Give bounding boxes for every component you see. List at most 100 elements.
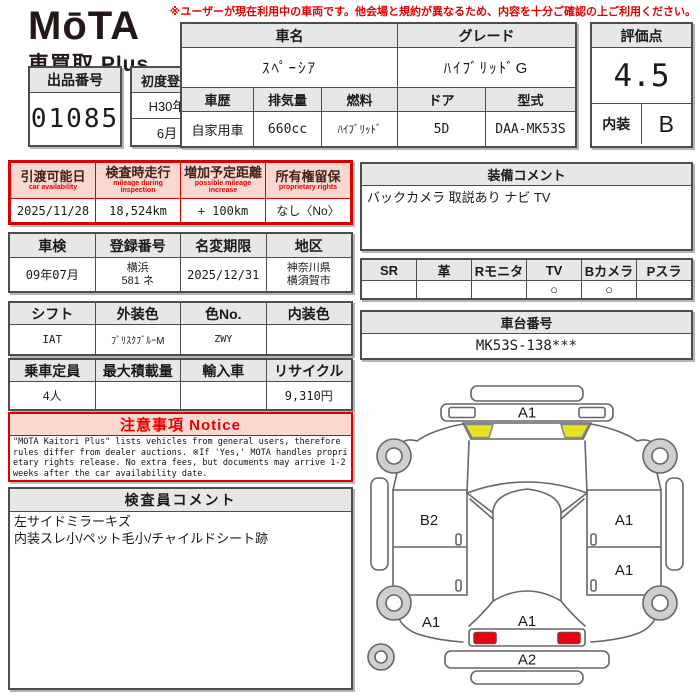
mileage-increase-value: + 100km (181, 199, 266, 222)
power-slide-value (637, 281, 691, 298)
max-load-value (96, 382, 181, 409)
fender-to-door-right (656, 472, 662, 491)
first-registration-year: H30年 (148, 99, 186, 114)
side-sill-right (665, 477, 684, 571)
roof-dome (492, 488, 562, 602)
leather-header: 革 (417, 260, 472, 280)
tail-panel (468, 628, 586, 647)
leather-value (417, 281, 472, 298)
sunroof-value (362, 281, 417, 298)
delivery-date-value: 2025/11/28 (11, 199, 96, 222)
front-bumper-left-insert (448, 406, 476, 419)
rear-window-arch (492, 590, 562, 602)
import-header: 輸入車 (181, 360, 267, 381)
wheel-front-right-hub (651, 447, 669, 465)
exterior-color-header: 外装色 (95, 303, 181, 324)
car-name-value: ｽﾍﾟｰｼｱ (182, 48, 398, 87)
chassis-number-value: MK53S-138*** (475, 338, 578, 354)
back-camera-value: ○ (582, 281, 637, 298)
recycle-value: 9,310円 (284, 389, 333, 403)
interior-grade-value: B (658, 110, 674, 137)
mileage-value: 18,524km (96, 199, 181, 222)
inspector-comment-box: 検査員コメント 左サイドミラーキズ 内装スレ小/ペット毛小/チャイルドシート跡 (8, 487, 353, 690)
door-value: 5D (398, 112, 486, 146)
seating-capacity-header: 乗車定員 (10, 360, 96, 381)
car-name-header: 車名 (182, 24, 398, 47)
displacement-header: 排気量 (254, 88, 322, 111)
capacity-table: 乗車定員 最大積載量 輸入車 リサイクル 4人 9,310円 (8, 358, 353, 411)
label-rear-bumper: A2 (518, 652, 536, 669)
car-damage-diagram: A1 B2 A1 A1 A1 A1 A2 (357, 383, 697, 698)
door-handle-left-rear (455, 579, 462, 592)
front-roof-strip (470, 385, 584, 402)
fender-to-door-left (392, 472, 398, 491)
mileage-increase-header: 増加予定距離 possible mileage increase (183, 165, 262, 195)
fuel-header: 燃料 (322, 88, 398, 111)
side-sill-left (370, 477, 389, 571)
chassis-number-label: 車台番号 (362, 312, 691, 333)
power-slide-header: Pスラ (637, 260, 691, 280)
mileage-header: 検査時走行 mileage during inspection (105, 165, 171, 195)
car-diagram-svg: A1 B2 A1 A1 A1 A1 A2 (367, 385, 684, 685)
b-fold-left (466, 492, 494, 520)
sunroof-header: SR (362, 260, 417, 280)
taillight-right-icon (557, 631, 581, 645)
inspector-comment-line2: 内装スレ小/ペット毛小/チャイルドシート跡 (14, 530, 269, 546)
ownership-retention-value: なし〈No〉 (276, 204, 340, 218)
model-code-header: 型式 (486, 88, 575, 111)
front-bumper-panel (440, 403, 614, 422)
fuel-value: ﾊｲﾌﾞﾘｯﾄﾞ (322, 112, 398, 146)
back-camera-header: Bカメラ (582, 260, 637, 280)
headlight-band (462, 422, 592, 440)
import-value (181, 382, 267, 409)
rating-label: 評価点 (592, 24, 691, 47)
equipment-comment-box: 装備コメント バックカメラ 取説あり ナビ TV (360, 162, 693, 251)
name-change-deadline-header: 名変期限 (181, 234, 267, 257)
usage-warning-text: ※ユーザーが現在利用中の車両です。他会場と規約が異なるため、内容を十分ご確認の上… (169, 6, 696, 18)
windshield-arc (466, 481, 588, 494)
rear-monitor-header: Rモニタ (472, 260, 527, 280)
lot-number-label: 出品番号 (30, 68, 120, 92)
equipment-comment-title: 装備コメント (362, 164, 691, 185)
interior-grade-label: 内装 (592, 104, 642, 144)
door-handle-right-front (590, 533, 597, 546)
color-no-header: 色No. (181, 303, 267, 324)
notice-body: "MOTA Kaitori Plus" lists vehicles from … (13, 437, 348, 479)
right-door-panel (586, 489, 662, 596)
lot-number-value: 01085 (30, 104, 120, 134)
taillight-left-icon (473, 631, 497, 645)
tv-value: ○ (527, 281, 582, 298)
hatch-sides (468, 600, 586, 627)
registration-number-value: 横浜 581 ネ (121, 261, 154, 287)
first-registration-box: 初度登録 H30年 6月 (130, 66, 204, 147)
door-handle-left-front (455, 533, 462, 546)
shift-value: IAT (10, 325, 96, 354)
displacement-value: 660cc (254, 112, 322, 146)
notice-box: 注意事項 Notice "MOTA Kaitori Plus" lists ve… (8, 412, 353, 482)
first-registration-month: 6月 (156, 125, 178, 141)
logo-wordmark: MōTA (28, 4, 141, 48)
front-bumper-right-insert (578, 406, 606, 419)
inspector-comment-body: 左サイドミラーキズ 内装スレ小/ペット毛小/チャイルドシート跡 (10, 512, 351, 688)
inspector-comment-title: 検査員コメント (10, 489, 351, 511)
ownership-retention-header: 所有権留保 proprietary rights (275, 169, 341, 191)
rating-score: 4.5 (613, 57, 670, 94)
district-value: 神奈川県 横須賀市 (286, 261, 331, 287)
b-fold-right (560, 492, 588, 520)
rear-monitor-value (472, 281, 527, 298)
equipment-comment-body: バックカメラ 取説あり ナビ TV (367, 190, 551, 205)
shaken-header: 車検 (10, 234, 96, 257)
rating-box: 評価点 4.5 内装 B (590, 22, 693, 148)
spare-wheel-hub (374, 650, 388, 664)
chassis-number-box: 車台番号 MK53S-138*** (360, 310, 693, 360)
rear-bumper-panel (444, 650, 610, 669)
vehicle-info-table: 車名 グレード ｽﾍﾟｰｼｱ ﾊｲﾌﾞﾘｯﾄﾞG 車歴 排気量 燃料 ドア 型式… (180, 22, 577, 148)
model-code-value: DAA-MK53S (495, 121, 566, 137)
headlight-right-icon (560, 423, 590, 439)
headlight-left-icon (464, 423, 494, 439)
interior-color-header: 内装色 (266, 303, 351, 324)
interior-color-value (267, 325, 352, 354)
delivery-date-header: 引渡可能日 car availability (20, 169, 86, 191)
district-header: 地区 (266, 234, 351, 257)
